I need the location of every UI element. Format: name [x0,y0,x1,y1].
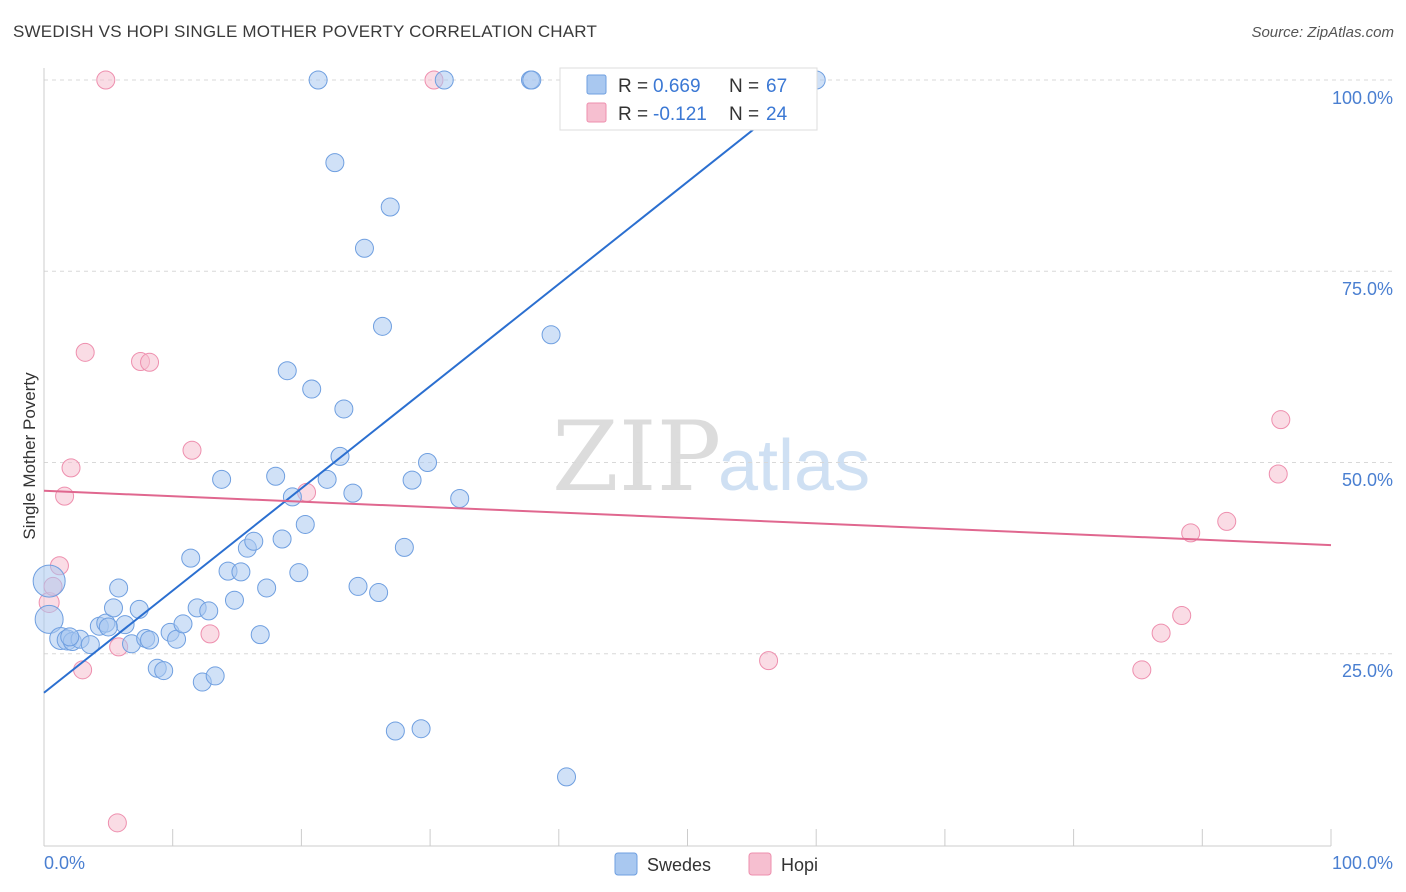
swedes-point [80,635,100,655]
swedes-point [348,576,368,596]
swedes-point [295,514,315,534]
swedes-point [434,70,454,90]
hopi-point [75,342,95,362]
legend-hopi-r-value: -0.121 [653,104,707,125]
swedes-point [411,719,431,739]
swedes-point [154,661,174,681]
y-axis-title: Single Mother Poverty [20,372,39,540]
hopi-point [1268,464,1288,484]
watermark-zip: ZIP [552,401,721,513]
swedes-point [343,483,363,503]
bottom-legend-swedes-swatch [614,852,638,876]
swedes-point [450,488,470,508]
swedes-point [212,469,232,489]
legend-hopi-n-value: 24 [766,104,788,125]
hopi-point [1217,511,1237,531]
y-tick-label-50: 50.0% [1342,470,1393,490]
bottom-legend-hopi-swatch [748,852,772,876]
hopi-point [61,458,81,478]
swedes-point [32,564,66,598]
legend-hopi-n-label: N = [729,104,759,125]
swedes-point [272,529,292,549]
correlation-legend: R = 0.669 N = 67 R = -0.121 N = 24 [559,67,818,131]
swedes-point [277,361,297,381]
swedes-point [334,399,354,419]
swedes-point [302,379,322,399]
swedes-point [380,197,400,217]
swedes-point [541,325,561,345]
hopi-point [1271,410,1291,430]
hopi-point [759,651,779,671]
swedes-point [308,70,328,90]
hopi-point [107,813,127,833]
bottom-legend-swedes-label: Swedes [647,855,711,875]
swedes-point [109,578,129,598]
hopi-trend-line [43,489,1332,547]
hopi-point [55,486,75,506]
swedes-point [34,604,64,634]
hopi-point [1151,623,1171,643]
y-tick-label-25: 25.0% [1342,661,1393,681]
swedes-point [115,615,135,635]
watermark-atlas: atlas [718,426,870,506]
swedes-point [394,537,414,557]
legend-swedes-n-value: 67 [766,76,787,97]
swedes-point [369,583,389,603]
swedes-point [325,153,345,173]
legend-hopi-r-label: R = [618,104,648,125]
chart-title: SWEDISH VS HOPI SINGLE MOTHER POVERTY CO… [13,22,598,41]
y-tick-label-100: 100.0% [1332,88,1393,108]
bottom-legend-hopi-label: Hopi [781,855,818,875]
y-tick-label-75: 75.0% [1342,279,1393,299]
swedes-point [173,614,193,634]
swedes-point [103,598,123,618]
x-tick-marks [43,829,1332,846]
swedes-point [372,316,392,336]
legend-hopi-swatch [586,102,607,123]
swedes-point [289,563,309,583]
series-legend: Swedes Hopi [614,852,818,876]
swedes-point [522,70,542,90]
swedes-point [250,625,270,645]
hopi-point [1172,606,1192,625]
watermark: ZIP atlas [552,401,870,513]
legend-swedes-n-label: N = [729,76,759,97]
hopi-point [182,440,202,460]
swedes-point [60,627,80,647]
hopi-point [200,624,220,644]
swedes-trend-line [43,119,766,694]
swedes-point [257,578,277,598]
x-tick-label-max: 100.0% [1332,853,1393,873]
swedes-point [266,466,286,486]
hopi-point [73,660,93,680]
y-tick-labels: 100.0% 75.0% 50.0% 25.0% [1332,88,1393,681]
swedes-point [98,617,118,637]
swedes-point [181,548,201,568]
swedes-point [231,562,251,582]
swedes-point [244,531,264,551]
swedes-point [418,453,438,472]
swedes-point [402,470,422,490]
legend-swedes-r-label: R = [618,76,648,97]
legend-swedes-r-value: 0.669 [653,76,701,97]
swedes-point [557,767,577,787]
hopi-point [140,352,160,372]
swedes-point [199,601,219,621]
hopi-point [96,70,116,90]
swedes-point [205,666,225,686]
hopi-point [1181,523,1201,543]
swedes-point [224,590,244,610]
hopi-point [1132,660,1152,680]
legend-swedes-swatch [586,74,607,95]
source-credit: Source: ZipAtlas.com [1251,24,1394,41]
swedes-points [32,70,826,787]
swedes-point [140,630,160,650]
swedes-point [385,721,405,741]
swedes-point [129,599,149,619]
swedes-point [317,469,337,489]
swedes-point [354,238,374,258]
x-tick-label-min: 0.0% [44,853,85,873]
